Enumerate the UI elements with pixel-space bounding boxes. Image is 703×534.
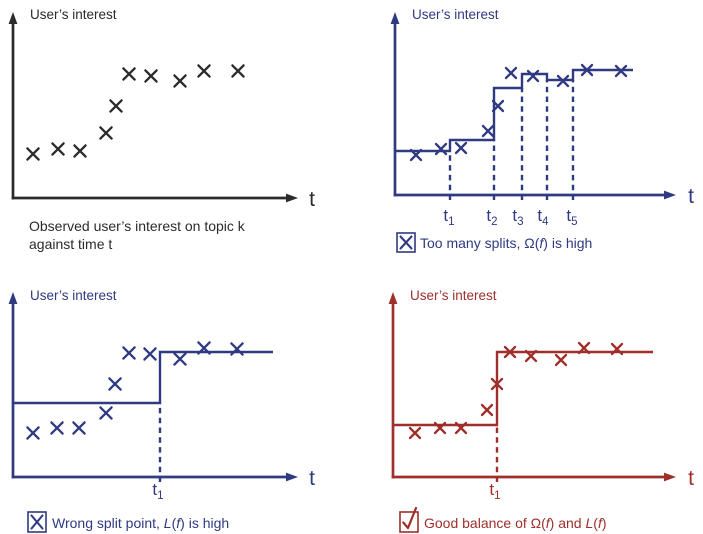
plot-wrong-split-point: User’s interest t t1 Wrong split point, L(f…	[8, 288, 315, 533]
crossed-box-icon	[396, 232, 416, 253]
y-axis-label: User’s interest	[412, 7, 499, 22]
data-point-x-marker	[197, 64, 211, 78]
y-axis-arrowhead-icon	[390, 12, 400, 24]
data-point-x-marker	[26, 426, 40, 440]
x-axis-label: t	[688, 467, 694, 490]
panel-caption: Good balance of Ω(f) and L(f)	[424, 515, 607, 531]
data-point-x-marker	[480, 403, 494, 417]
data-point-x-marker	[108, 377, 122, 391]
plot-too-many-splits: User’s interest t t1 t2 t3 t4 t5 Too many split…	[390, 7, 694, 253]
data-point-x-marker	[173, 352, 187, 366]
checked-box-icon	[399, 511, 419, 533]
crossed-box-icon	[27, 511, 47, 533]
y-axis-label: User’s interest	[30, 7, 117, 22]
data-point-x-marker	[610, 342, 624, 356]
data-point-x-marker	[409, 148, 423, 162]
data-point-x-marker	[490, 377, 504, 391]
data-point-x-marker	[433, 421, 447, 435]
y-axis-label: User’s interest	[30, 288, 117, 303]
panel-caption: Too many splits, Ω(f) is high	[420, 235, 592, 251]
data-point-x-marker	[50, 421, 64, 435]
data-point-x-marker	[197, 341, 211, 355]
data-point-x-marker	[503, 345, 517, 359]
step-function-line	[395, 68, 633, 153]
x-axis-arrowhead-icon	[286, 472, 298, 482]
data-point-x-marker	[122, 346, 136, 360]
panel-too-many-splits: User’s interest t t1 t2 t3 t4 t5 Too many split…	[352, 0, 703, 267]
data-point-x-marker	[51, 142, 65, 156]
split-label-t3: t3	[512, 206, 523, 228]
data-point-x-marker	[230, 342, 244, 356]
panel-caption: Observed user’s interest on topic k	[29, 218, 246, 234]
data-point-x-marker	[408, 426, 422, 440]
x-mark-icon	[399, 235, 413, 250]
data-point-x-marker	[122, 67, 136, 81]
panel-caption: Wrong split point, L(f) is high	[52, 515, 229, 531]
panel-caption: against time t	[29, 236, 112, 252]
plot-good-balance: User’s interest t t1 Good balance of Ω(f) a…	[388, 288, 694, 533]
split-label-t5: t5	[566, 206, 577, 228]
data-point-x-marker	[143, 347, 157, 361]
y-axis-arrowhead-icon	[8, 12, 18, 24]
step-function-line	[13, 350, 273, 405]
split-label-t1: t1	[443, 206, 454, 228]
panel-observed-data: User’s interest t Observed user’s interest…	[0, 0, 352, 267]
data-point-x-marker	[554, 353, 568, 367]
x-axis-label: t	[688, 185, 694, 208]
data-point-x-marker	[109, 99, 123, 113]
data-point-x-marker	[577, 341, 591, 355]
data-point-x-marker	[580, 63, 594, 77]
data-point-x-marker	[491, 99, 505, 113]
split-label-t4: t4	[537, 206, 549, 228]
data-point-x-marker	[526, 69, 540, 83]
x-axis-arrowhead-icon	[664, 472, 676, 482]
data-point-x-marker	[524, 349, 538, 363]
data-point-x-marker	[73, 144, 87, 158]
data-point-x-marker	[72, 421, 86, 435]
y-axis-arrowhead-icon	[388, 292, 398, 304]
x-axis-label: t	[309, 188, 315, 211]
data-point-x-marker	[99, 406, 113, 420]
check-mark-icon	[402, 506, 418, 530]
x-axis-arrowhead-icon	[286, 193, 298, 203]
data-point-x-marker	[614, 64, 628, 78]
data-point-x-marker	[231, 64, 245, 78]
data-point-x-marker	[556, 74, 570, 88]
data-point-x-marker	[99, 126, 113, 140]
y-axis-arrowhead-icon	[8, 292, 18, 304]
x-mark-icon	[30, 514, 44, 530]
split-label-t1: t1	[489, 480, 500, 502]
data-point-x-marker	[504, 66, 518, 80]
x-axis-label: t	[309, 467, 315, 490]
data-point-x-marker	[434, 142, 448, 156]
data-point-x-marker	[454, 421, 468, 435]
y-axis-label: User’s interest	[410, 288, 497, 303]
data-point-x-marker	[481, 124, 495, 138]
data-point-x-marker	[454, 141, 468, 155]
data-point-x-marker	[173, 74, 187, 88]
step-function-line	[393, 350, 653, 427]
x-axis-arrowhead-icon	[664, 190, 676, 200]
data-point-x-marker	[26, 147, 40, 161]
panel-good-balance: User’s interest t t1 Good balance of Ω(f) a…	[352, 267, 703, 534]
data-point-x-marker	[144, 69, 158, 83]
panel-wrong-split-point: User’s interest t t1 Wrong split point, L(f…	[0, 267, 352, 534]
split-label-t2: t2	[486, 206, 497, 228]
split-label-t1: t1	[152, 480, 163, 502]
plot-observed-data: User’s interest t Observed user’s interest…	[8, 7, 315, 252]
